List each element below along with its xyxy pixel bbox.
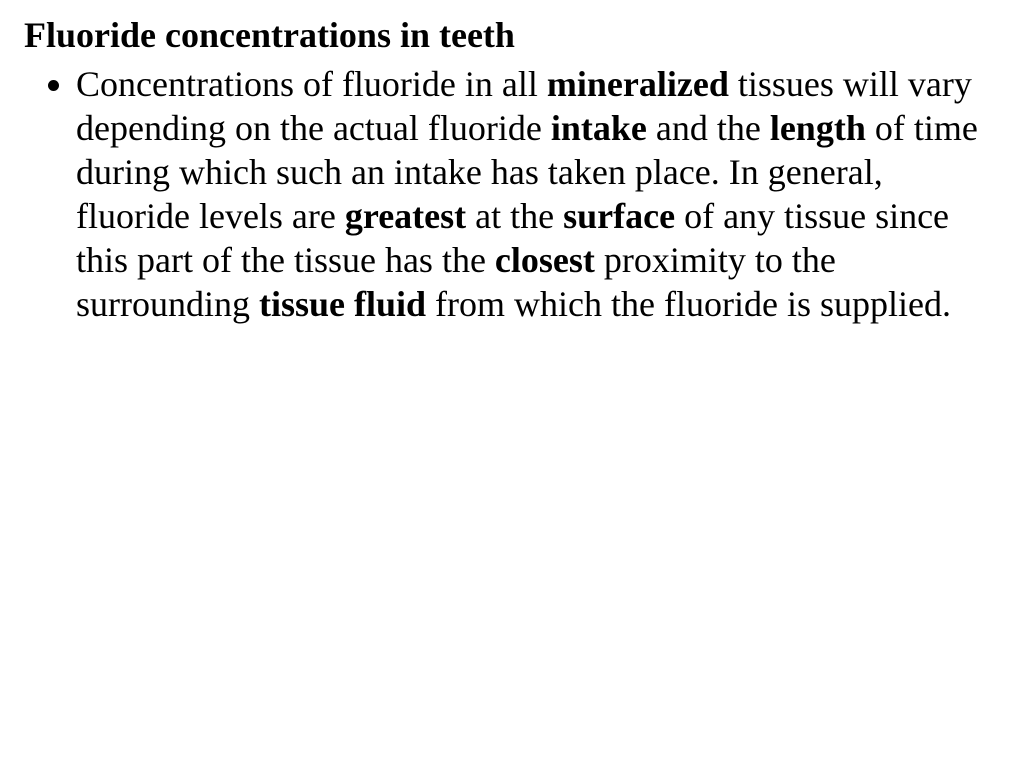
slide-title: Fluoride concentrations in teeth xyxy=(24,14,988,57)
bullet-text-bold: mineralized xyxy=(547,64,729,104)
bullet-text-bold: greatest xyxy=(345,196,466,236)
bullet-text-bold: surface xyxy=(563,196,675,236)
bullet-text-bold: tissue fluid xyxy=(259,284,426,324)
bullet-item: Concentrations of fluoride in all minera… xyxy=(76,63,988,326)
slide: Fluoride concentrations in teeth Concent… xyxy=(0,0,1024,351)
bullet-text-bold: length xyxy=(770,108,866,148)
bullet-text-bold: closest xyxy=(495,240,595,280)
bullet-text: from which the fluoride is supplied. xyxy=(426,284,951,324)
bullet-text: Concentrations of fluoride in all xyxy=(76,64,547,104)
bullet-list: Concentrations of fluoride in all minera… xyxy=(24,63,988,326)
bullet-text: and the xyxy=(647,108,770,148)
bullet-text: at the xyxy=(466,196,563,236)
bullet-text-bold: intake xyxy=(551,108,647,148)
